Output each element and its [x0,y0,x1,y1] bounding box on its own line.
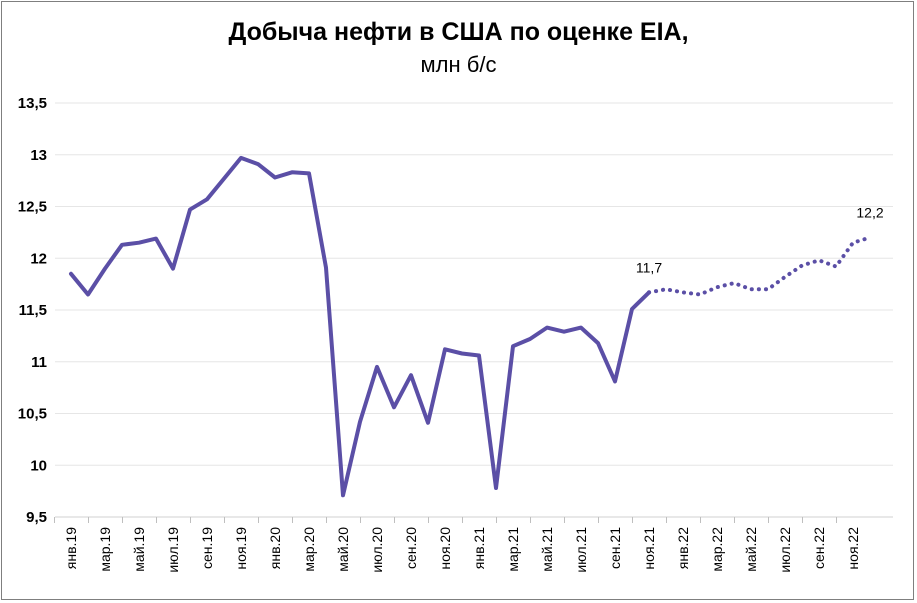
x-tick-label: мар.20 [301,527,317,572]
x-tick-label: май.20 [335,527,351,572]
x-axis: янв.19 мар.19 май.19 июл.19 сен.19 ноя.19 янв.… [54,516,893,573]
x-tick-label: мар.19 [97,527,113,572]
x-tick-label: мар.21 [505,527,521,572]
x-tick-label: янв.21 [471,527,487,569]
x-tick-label: май.22 [743,527,759,572]
chart-title: Добыча нефти в США по оценке EIA, [228,18,689,46]
y-tick-label: 9,5 [26,509,47,526]
series-line-forecast [647,235,872,297]
y-tick-label: 12,5 [18,199,47,216]
grid-lines [55,102,893,518]
x-tick-label: ноя.22 [845,527,861,570]
chart-subtitle: млн б/с [420,52,497,77]
y-tick-label: 12 [30,250,47,267]
x-tick-label: июл.21 [573,527,589,573]
series-line-actual [69,155,651,498]
series-group [69,155,872,498]
data-label: 12,2 [856,205,883,221]
x-tick-label: сен.20 [403,527,419,569]
x-tick-label: июл.19 [165,527,181,573]
x-tick-label: сен.21 [607,527,623,569]
x-tick-label: сен.22 [811,527,827,569]
x-tick-label: янв.22 [675,527,691,569]
y-tick-label: 13,5 [18,95,47,112]
x-tick-label: май.21 [539,527,555,572]
x-tick-label: июл.22 [777,527,793,573]
x-tick-label: янв.20 [267,527,283,569]
x-tick-label: ноя.20 [437,527,453,570]
data-labels: 11,7 12,2 [636,205,884,276]
x-tick-label: сен.19 [199,527,215,569]
data-label: 11,7 [636,259,662,275]
y-tick-label: 10,5 [18,406,47,423]
x-tick-label: янв.19 [63,527,79,569]
x-tick-label: ноя.19 [233,527,249,570]
x-tick-label: май.19 [131,527,147,572]
x-tick-label: июл.20 [369,527,385,573]
x-tick-label: мар.22 [709,527,725,572]
y-tick-label: 13 [30,147,47,164]
y-tick-label: 10 [30,457,47,474]
y-axis: 9,5 10 10,5 11 11,5 12 12,5 13 13,5 [18,95,47,526]
y-tick-label: 11,5 [19,302,47,319]
y-tick-label: 11 [31,354,47,371]
x-tick-label: ноя.21 [641,527,657,570]
